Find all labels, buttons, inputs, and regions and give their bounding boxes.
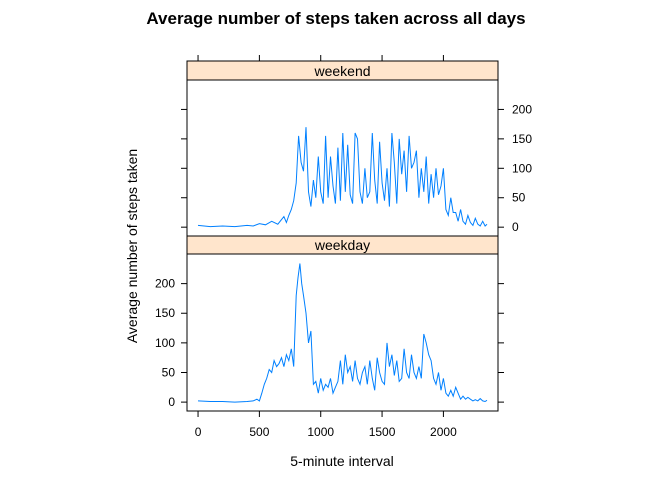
x-tick-label-1500: 1500 xyxy=(369,425,396,439)
x-tick-label-0: 0 xyxy=(195,425,202,439)
x-tick-label-1000: 1000 xyxy=(307,425,334,439)
x-tick-label-2000: 2000 xyxy=(430,425,457,439)
y-tick-label-weekend-150: 150 xyxy=(512,132,532,146)
y-tick-label-weekday-150: 150 xyxy=(155,306,175,320)
panel-frame-weekday xyxy=(186,253,499,412)
strip-label-weekday: weekday xyxy=(314,237,370,253)
x-tick-label-500: 500 xyxy=(249,425,269,439)
panel-frame-weekend xyxy=(186,79,499,237)
series-line-weekend xyxy=(197,127,488,228)
y-tick-label-weekend-100: 100 xyxy=(512,161,532,175)
y-tick-label-weekend-200: 200 xyxy=(512,102,532,116)
series-line-weekday xyxy=(197,263,488,403)
chart-title: Average number of steps taken across all… xyxy=(146,9,525,28)
strip-label-weekend: weekend xyxy=(313,63,370,79)
y-axis-label: Average number of steps taken xyxy=(124,149,140,343)
y-tick-label-weekday-200: 200 xyxy=(155,277,175,291)
y-tick-label-weekday-0: 0 xyxy=(168,395,175,409)
y-tick-label-weekend-50: 50 xyxy=(512,191,526,205)
y-tick-label-weekday-50: 50 xyxy=(162,365,176,379)
x-axis-label: 5-minute interval xyxy=(290,453,394,469)
y-tick-label-weekend-0: 0 xyxy=(512,220,519,234)
y-tick-label-weekday-100: 100 xyxy=(155,336,175,350)
